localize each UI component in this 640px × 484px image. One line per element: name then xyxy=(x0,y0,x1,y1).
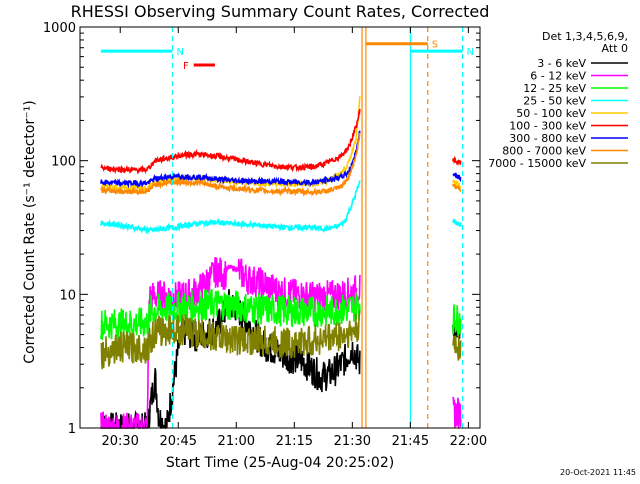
y-tick-label: 1000 xyxy=(43,21,76,36)
legend-label: 50 - 100 keV xyxy=(516,107,586,120)
annotation-label-n-1: N xyxy=(467,47,474,58)
x-tick-label: 21:00 xyxy=(218,434,255,449)
legend-label: 7000 - 15000 keV xyxy=(488,157,586,170)
series-line-25-50-kev xyxy=(100,180,361,235)
series-late-12-25-kev xyxy=(452,304,462,337)
date-stamp: 20-Oct-2021 11:45 xyxy=(560,468,636,477)
legend-label: 300 - 800 keV xyxy=(509,132,586,145)
legend-label: 6 - 12 keV xyxy=(530,70,586,83)
series-line-800-7000-kev xyxy=(100,132,361,197)
x-tick-label: 20:30 xyxy=(101,434,138,449)
series-late-100-300-kev xyxy=(452,155,462,167)
legend-label: 800 - 7000 keV xyxy=(502,145,586,158)
x-axis-ticks: 20:30 20:45 21:00 21:15 21:30 21:45 22:00 xyxy=(101,27,487,449)
series-late-7000-15000-kev xyxy=(452,335,462,361)
y-tick-label: 10 xyxy=(59,288,76,303)
series-late-25-50-kev xyxy=(452,218,462,227)
x-tick-label: 20:45 xyxy=(160,434,197,449)
legend-header-line: Att 0 xyxy=(602,42,628,55)
x-axis-label: Start Time (25-Aug-04 20:25:02) xyxy=(166,455,394,471)
x-tick-label: 21:45 xyxy=(392,434,429,449)
x-tick-label: 21:30 xyxy=(334,434,371,449)
series-line-12-25-kev xyxy=(100,288,361,342)
y-axis-ticks: 1 10 100 1000 xyxy=(43,21,480,437)
legend-label: 25 - 50 keV xyxy=(523,95,586,108)
annotation-label-s-3: S xyxy=(432,40,438,51)
series-late-50-100-kev xyxy=(452,179,462,190)
legend-header-line: Det 1,3,4,5,6,9, xyxy=(542,30,628,43)
annotation-label-n-0: N xyxy=(176,47,183,58)
series-late-800-7000-kev xyxy=(452,183,462,193)
series-line-100-300-kev xyxy=(100,108,361,175)
y-tick-label: 1 xyxy=(68,422,76,437)
y-tick-label: 100 xyxy=(51,155,76,170)
plot-markers-layer: N NFS xyxy=(100,27,474,428)
series-line-7000-15000-kev xyxy=(100,310,361,370)
y-axis-label: Corrected Count Rate (s⁻¹ detector⁻¹) xyxy=(22,100,38,363)
plot-series-layer xyxy=(100,96,462,430)
series-line-300-800-kev xyxy=(100,130,361,189)
series-line-50-100-kev xyxy=(100,96,361,193)
series-late-6-12-kev xyxy=(452,396,462,429)
chart-title: RHESSI Observing Summary Count Rates, Co… xyxy=(71,2,490,21)
plot-frame xyxy=(79,26,481,429)
annotation-label-f-2: F xyxy=(183,61,189,72)
legend-label: 12 - 25 keV xyxy=(523,82,586,95)
x-tick-label: 22:00 xyxy=(450,434,487,449)
series-late-300-800-kev xyxy=(452,171,462,183)
legend-label: 3 - 6 keV xyxy=(537,57,586,70)
legend-label: 100 - 300 keV xyxy=(509,120,586,133)
x-tick-label: 21:15 xyxy=(276,434,313,449)
